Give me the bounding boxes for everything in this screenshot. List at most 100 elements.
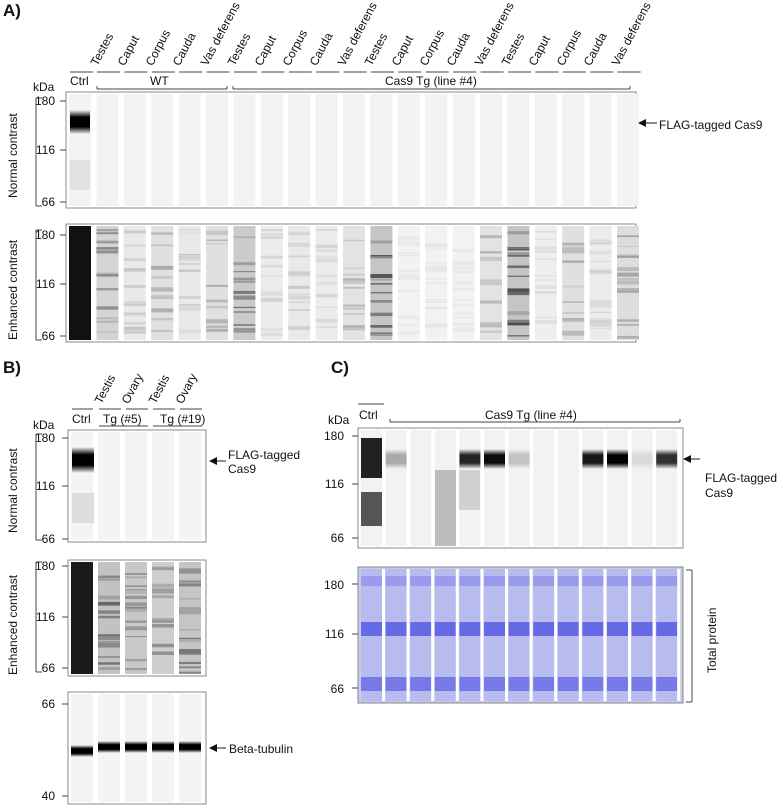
panel-c-tick-116: 116: [324, 477, 344, 491]
panel-a-enhanced-band: [343, 273, 365, 276]
panel-a-enhanced-band: [617, 277, 639, 281]
panel-a-ctrl-label: Ctrl: [70, 74, 89, 88]
panel-a-enhanced-band: [617, 288, 639, 293]
panel-a-enhanced-band: [562, 249, 585, 251]
panel-c-cas9-band: [459, 449, 481, 469]
panel-b-normal-lane: [125, 432, 147, 540]
panel-a-enhanced-band: [206, 230, 228, 235]
panel-a-enhanced-band: [233, 330, 256, 333]
panel-b-enhanced-band: [98, 610, 120, 614]
panel-c-total-tick-66: 66: [330, 682, 344, 696]
panel-a-enhanced-band: [589, 300, 612, 304]
panel-a-enhanced-band: [123, 330, 146, 334]
panel-a-enhanced-band: [178, 262, 201, 266]
panel-c-total-band-116: [582, 622, 604, 636]
panel-a-normal-lane: [480, 94, 502, 206]
panel-a-enhanced-band: [343, 313, 365, 316]
panel-b-normal-lane: [98, 432, 120, 540]
panel-a-enhanced-band: [233, 311, 256, 314]
panel-a-enhanced-band: [315, 274, 338, 278]
panel-c-total-band-116: [508, 622, 530, 636]
panel-c-total-band-180: [557, 576, 579, 586]
panel-c-total-band-180: [656, 576, 678, 586]
panel-a-enhanced-band: [233, 324, 256, 326]
panel-c-total-band-116: [459, 622, 481, 636]
panel-c-total-band-116: [484, 622, 505, 636]
panel-a-enhanced-band: [507, 254, 530, 257]
panel-b-enhanced-band: [125, 604, 147, 607]
panel-a-enhanced-band: [617, 272, 639, 274]
panel-a-enhanced-band: [343, 281, 365, 284]
panel-a-letter: A): [3, 1, 21, 20]
panel-b-enhanced-band: [179, 568, 201, 572]
panel-a-enhanced-band: [370, 312, 393, 316]
panel-a-enhanced-band: [288, 271, 311, 276]
panel-a-enhanced-lane: [151, 226, 174, 340]
panel-a-enhanced-lane: [178, 226, 201, 340]
panel-c-total-band-116: [385, 622, 407, 636]
panel-a-enhanced-band: [480, 323, 502, 326]
panel-c-cas9-lane: [656, 430, 678, 546]
panel-a-enhanced-band: [562, 243, 585, 248]
panel-c-total-lane-gap: [406, 569, 410, 701]
panel-b-ctrl-cas9-band: [72, 447, 94, 473]
panel-a-enhanced-band: [260, 327, 283, 332]
panel-a-enhanced-band: [617, 267, 639, 272]
panel-c-cas9-lane: [582, 430, 604, 546]
panel-c-total-lane-gap: [455, 569, 459, 701]
panel-c-total-lane-gap: [554, 569, 558, 701]
panel-b-enhanced-band: [125, 626, 147, 631]
panel-a-enhanced-lane: [260, 226, 283, 340]
panel-a-enhanced-band: [370, 278, 393, 281]
panel-a-enhanced-band: [397, 252, 420, 254]
panel-a-enhanced-band: [151, 296, 174, 299]
panel-a-enhanced-band: [178, 304, 201, 306]
panel-b-enhanced-band: [98, 634, 120, 637]
panel-a-enhanced-band: [96, 273, 119, 277]
panel-a-enhanced-band: [343, 307, 365, 310]
panel-b-enhanced-band: [179, 661, 201, 665]
panel-a-enhanced-band: [343, 304, 365, 308]
panel-a-enhanced-band: [397, 275, 420, 279]
panel-b-tubulin-arrow-head: [209, 744, 217, 752]
panel-a-enhanced-band: [370, 332, 393, 334]
panel-b-enhanced-band: [179, 666, 201, 669]
panel-a-enhanced-band: [315, 281, 338, 284]
panel-c-group-label: Cas9 Tg (line #4): [485, 408, 577, 422]
panel-a-normal-tick-116: 116: [35, 143, 55, 157]
panel-c-kda-label: kDa: [328, 413, 350, 427]
panel-c-total-lane-gap: [480, 569, 484, 701]
panel-b-enhanced-band: [98, 595, 120, 600]
panel-c-cas9-arrow-label-2: Cas9: [705, 486, 734, 500]
panel-b-normal-tick-66: 66: [41, 532, 55, 546]
panel-a-enhanced-band: [206, 299, 228, 303]
panel-b-enhanced-band: [179, 597, 201, 600]
panel-a-enhanced-band: [315, 244, 338, 248]
panel-c-total-band-180: [361, 576, 382, 586]
panel-c-tick-180: 180: [323, 429, 344, 443]
panel-a-enhanced-band: [96, 331, 119, 333]
panel-c-total-tick-116: 116: [324, 627, 344, 641]
panel-c-letter: C): [331, 358, 349, 377]
panel-a-enhanced-band: [206, 305, 228, 309]
panel-a-normal-tick-66: 66: [41, 195, 55, 209]
panel-b-enhanced-tick-66: 66: [41, 661, 55, 675]
panel-a-enhanced-band: [315, 259, 338, 263]
panel-a-enhanced-band: [480, 256, 502, 261]
panel-a-enhanced-band: [288, 255, 311, 258]
panel-b-enhanced-band: [98, 667, 120, 670]
panel-c-lane4-smear: [435, 470, 456, 546]
panel-a-enhanced-band: [96, 317, 119, 320]
panel-a-enhanced-band: [452, 281, 475, 285]
panel-c-total-band-66: [385, 677, 407, 691]
panel-a-enhanced-band: [562, 249, 585, 254]
panel-a-enhanced-band: [452, 316, 475, 319]
panel-c-total-band-116: [631, 622, 653, 636]
panel-a-enhanced-band: [288, 309, 311, 311]
panel-a-enhanced-band: [507, 231, 530, 235]
panel-a-enhanced-band: [178, 296, 201, 300]
panel-a-enhanced-lane: [534, 226, 557, 340]
panel-a-normal-lane: [425, 94, 448, 206]
panel-a-enhanced-band: [425, 247, 448, 250]
panel-c-total-band-116: [557, 622, 579, 636]
